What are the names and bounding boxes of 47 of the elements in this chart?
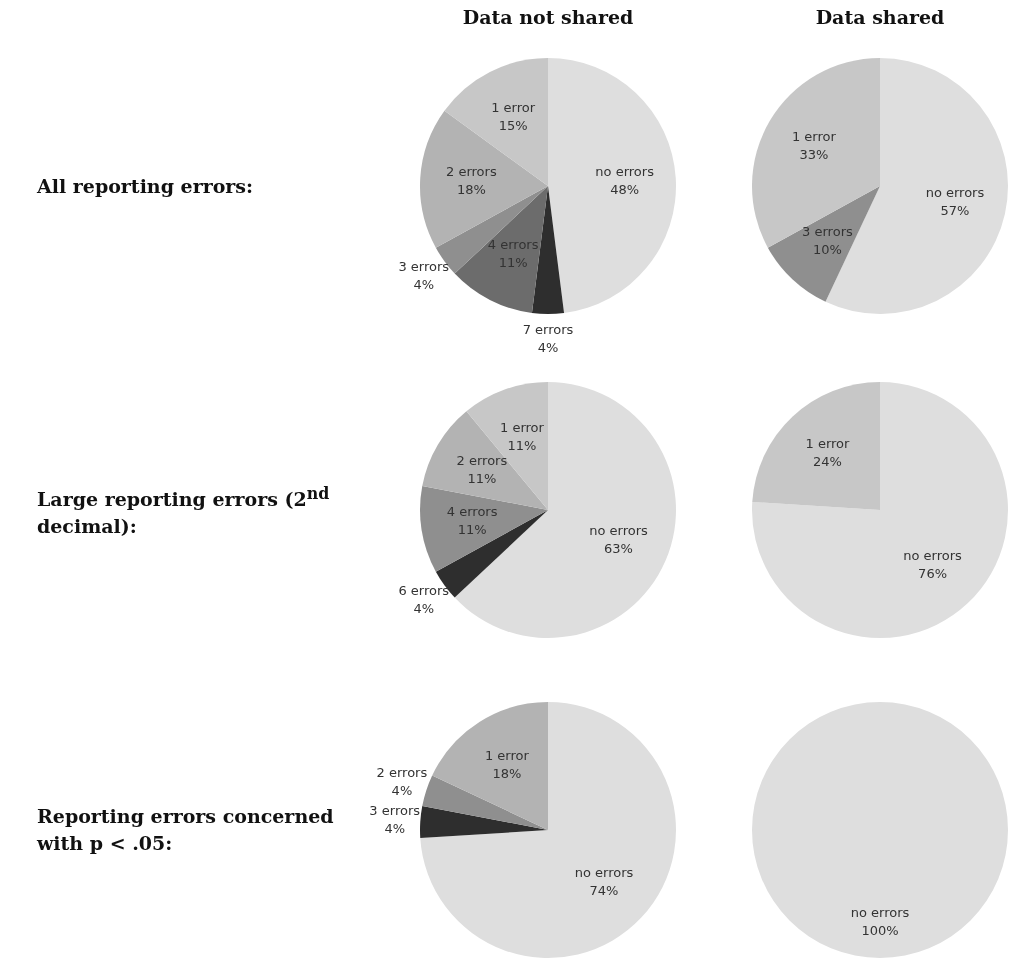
slice-label: 2 errors — [456, 453, 508, 469]
data-label: 11% — [498, 254, 528, 270]
text: All reporting errors: — [37, 173, 255, 199]
slice-label: no errors — [903, 548, 963, 564]
data-label: 15% — [498, 117, 528, 133]
slice-label: 1 error — [491, 99, 536, 115]
data-label: 18% — [456, 181, 486, 197]
text: Large reporting errors (2$^{nd}$ decimal): — [37, 484, 330, 538]
slice-label: no errors — [589, 522, 648, 538]
slice-label: 4 errors — [487, 236, 539, 252]
slice-label: 3 errors — [802, 224, 853, 240]
slice-label: 3 errors — [369, 802, 421, 818]
slice-label: no errors — [595, 163, 655, 179]
data-label: 57% — [940, 203, 970, 219]
slice-label: 1 error — [791, 129, 837, 145]
slice-label: 4 errors — [446, 504, 498, 520]
data-label: 4% — [384, 820, 406, 836]
data-label: 4% — [391, 782, 413, 798]
slice-label: 6 errors — [398, 582, 450, 598]
data-label: 74% — [589, 882, 619, 898]
slice-label: no errors — [574, 864, 634, 880]
data-label: 4% — [413, 276, 435, 292]
data-label: 76% — [918, 566, 948, 582]
text: Reporting errors concerned with p < .05: — [37, 804, 335, 856]
data-label: 4% — [413, 600, 435, 616]
data-label: 4% — [537, 339, 559, 355]
data-label: 63% — [604, 540, 633, 556]
slice-label: 3 errors — [398, 258, 450, 274]
data-label: 11% — [457, 522, 487, 538]
slice-label: 1 error — [805, 436, 851, 452]
chart-title: Data shared — [814, 6, 946, 28]
slice-label: 7 errors — [522, 321, 574, 337]
slice-label: 1 error — [500, 420, 545, 436]
slice-label: 1 error — [484, 747, 530, 763]
chart-title: Data not shared — [461, 6, 635, 28]
data-label: 48% — [610, 181, 640, 197]
data-label: 33% — [799, 147, 829, 163]
data-label: 18% — [492, 765, 522, 781]
data-label: 10% — [812, 242, 842, 258]
data-label: 11% — [467, 471, 497, 487]
slice-label: no errors — [925, 185, 985, 201]
data-label: 24% — [812, 454, 842, 470]
data-label: 11% — [507, 438, 537, 454]
slice-label: no errors — [850, 904, 910, 920]
slice-label: 2 errors — [376, 764, 428, 780]
slice-label: 2 errors — [446, 163, 497, 179]
data-label: 100% — [861, 922, 899, 938]
